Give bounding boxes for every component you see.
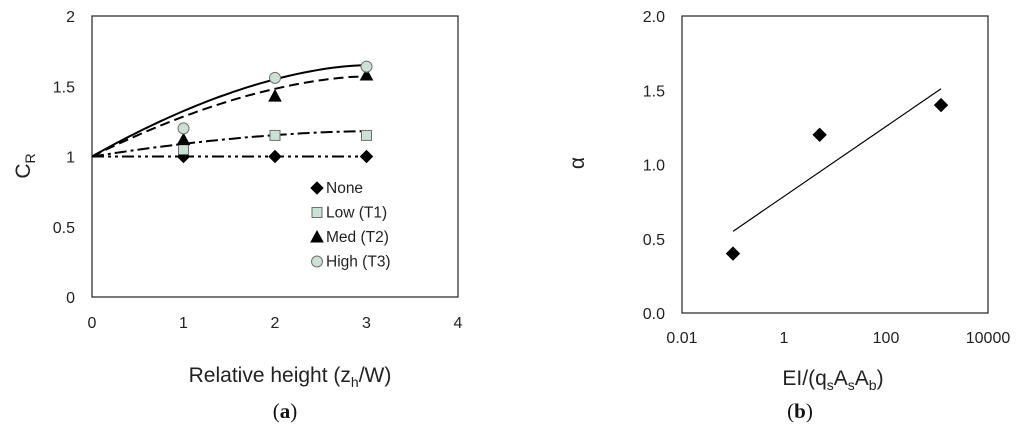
panel-a: 0 1 2 3 4 0 0.5 1 1.5 2 None Low (T1) Med (T2) High … (12, 9, 463, 423)
a-y-tick-label: 1.5 (53, 79, 75, 96)
a-data-point (359, 149, 374, 164)
b-y-tick-label: 0.0 (643, 306, 665, 323)
a-data-point (178, 143, 189, 155)
a-data-point (268, 89, 282, 102)
b-data-point (933, 97, 949, 113)
b-trend-line (732, 88, 942, 232)
legend-marker (311, 255, 323, 268)
a-x-axis-label: Relative height (zh/W) (189, 364, 392, 390)
b-x-axis-label: EI/(qsAsAb) (782, 367, 883, 393)
a-y-tick-label: 2 (66, 9, 75, 26)
a-fit-lines (91, 64, 367, 158)
b-y-tick-label: 0.5 (643, 232, 665, 249)
a-xlabel-sub: h (351, 374, 359, 390)
caption-b: (b) (787, 399, 813, 423)
b-x-tick-label: 0.01 (666, 330, 697, 347)
b-xlabel-sub1: s (827, 377, 834, 393)
a-data-point (361, 129, 372, 141)
a-data-point (176, 132, 191, 146)
a-xlabel-main: Relative height (z (189, 364, 351, 387)
legend-label: High (T3) (326, 254, 391, 271)
a-data-point (269, 71, 281, 84)
legend-marker (310, 181, 324, 195)
a-fit-line (91, 64, 367, 158)
b-y-axis-label: α (566, 157, 589, 169)
a-ylabel-main: C (12, 163, 35, 178)
a-data-point (359, 67, 374, 81)
b-xlabel-mid2: A (855, 367, 869, 390)
b-xlabel-sub3: b (869, 377, 877, 393)
caption-b-letter: b (794, 399, 806, 423)
a-fit-line (91, 130, 367, 158)
b-tick-labels: 0.01 1 100 10000 0.0 0.5 1.0 1.5 2.0 (643, 9, 1011, 347)
a-x-tick-label: 3 (362, 315, 371, 332)
a-data-point (360, 60, 373, 73)
a-x-tick-label: 2 (271, 315, 280, 332)
legend-label: Low (T1) (326, 205, 387, 222)
a-ylabel-sub: R (22, 153, 38, 163)
a-legend: None Low (T1) Med (T2) High (T3) (310, 180, 391, 271)
b-xlabel-sub2: s (848, 377, 855, 393)
a-data-point (269, 129, 281, 141)
a-data-point (268, 149, 282, 164)
a-x-tick-label: 4 (454, 315, 463, 332)
a-tick-labels: 0 1 2 3 4 0 0.5 1 1.5 2 (53, 9, 463, 332)
a-data-point (177, 122, 190, 135)
b-y-tick-label: 2.0 (643, 9, 665, 26)
b-y-tick-label: 1.0 (643, 158, 665, 175)
a-y-axis-label: CR (12, 153, 38, 178)
b-data-point (725, 246, 741, 261)
b-trendline (732, 88, 942, 232)
b-x-tick-label: 10000 (966, 330, 1011, 347)
caption-a: (a) (273, 399, 298, 423)
legend-marker (310, 229, 324, 243)
a-y-tick-label: 0.5 (53, 220, 75, 237)
a-data-points (176, 60, 374, 164)
b-xlabel-tail: ) (877, 367, 884, 390)
b-x-tick-label: 1 (780, 330, 789, 347)
legend-marker (311, 207, 323, 218)
b-xlabel-main: EI/(q (782, 367, 826, 390)
b-data-points (725, 97, 949, 261)
b-y-tick-label: 1.5 (643, 83, 665, 100)
a-xlabel-tail: /W) (359, 364, 392, 387)
a-y-tick-label: 1 (66, 150, 75, 167)
legend-label: Med (T2) (326, 229, 389, 246)
a-x-tick-label: 0 (88, 315, 97, 332)
a-x-tick-label: 1 (179, 315, 188, 332)
b-xlabel-mid: A (834, 367, 848, 390)
b-data-point (812, 127, 827, 143)
plot-area-b (681, 15, 989, 314)
a-y-tick-label: 0 (66, 290, 75, 307)
legend-label: None (326, 180, 363, 197)
b-x-tick-label: 100 (873, 330, 900, 347)
a-fit-line (91, 75, 367, 158)
caption-a-letter: a (280, 399, 291, 423)
